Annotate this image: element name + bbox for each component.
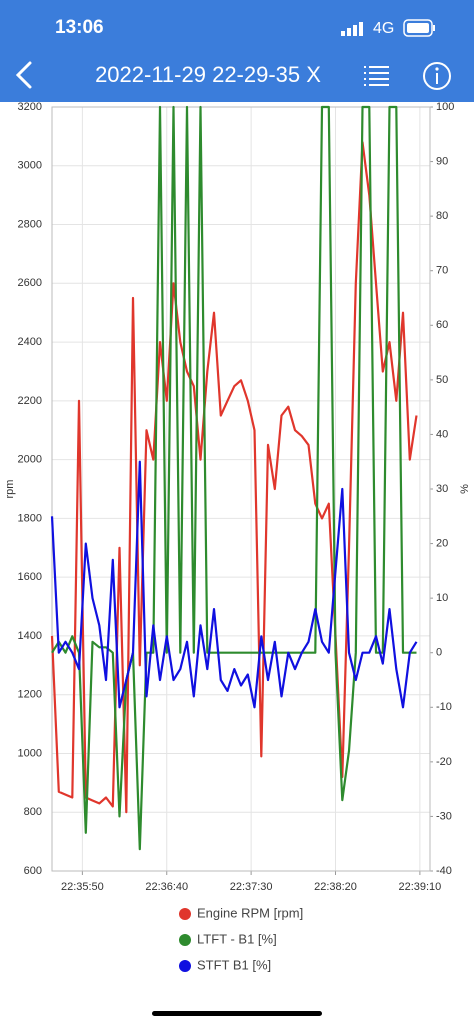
y2-tick-label: -40 [436, 865, 452, 877]
y-tick-label: 800 [24, 806, 42, 818]
y-tick-label: 1200 [18, 689, 42, 701]
y2-tick-label: 90 [436, 155, 448, 167]
y-tick-label: 3200 [18, 101, 42, 113]
y2-tick-label: 0 [436, 647, 442, 659]
legend-label: Engine RPM [rpm] [197, 905, 303, 920]
y2-tick-label: 80 [436, 210, 448, 222]
plot-frame [51, 106, 431, 872]
y2-tick-label: 20 [436, 537, 448, 549]
legend-label: LTFT - B1 [%] [197, 931, 277, 946]
x-tick-label: 22:36:40 [145, 881, 188, 893]
x-tick-label: 22:38:20 [314, 881, 357, 893]
legend-swatch [179, 908, 191, 920]
y-tick-label: 2600 [18, 277, 42, 289]
series-line [50, 460, 418, 709]
y-tick-label: 1000 [18, 747, 42, 759]
y2-tick-label: 30 [436, 483, 448, 495]
y2-tick-label: 40 [436, 428, 448, 440]
y-tick-label: 2400 [18, 336, 42, 348]
y2-tick-label: 100 [436, 101, 454, 113]
y-tick-label: 1800 [18, 512, 42, 524]
y-axis-label: rpm [4, 480, 16, 499]
y-tick-label: 2800 [18, 218, 42, 230]
signal-icon [341, 22, 363, 36]
y2-tick-label: 60 [436, 319, 448, 331]
y2-tick-label: -20 [436, 756, 452, 768]
x-tick-label: 22:37:30 [230, 881, 273, 893]
y2-tick-label: 10 [436, 592, 448, 604]
y-tick-label: 1600 [18, 571, 42, 583]
legend-swatch [179, 934, 191, 946]
x-tick-label: 22:39:10 [398, 881, 441, 893]
list-button[interactable] [364, 66, 389, 86]
status-network: 4G [373, 20, 394, 37]
series-line [50, 141, 418, 814]
app-bar [0, 0, 474, 102]
series-line [51, 105, 417, 851]
x-tick-label: 22:35:50 [61, 881, 104, 893]
y2-tick-label: 70 [436, 265, 448, 277]
y2-tick-label: -10 [436, 701, 452, 713]
y-tick-label: 3000 [18, 160, 42, 172]
back-button[interactable] [15, 61, 32, 89]
y-tick-label: 600 [24, 865, 42, 877]
battery-icon [403, 19, 435, 37]
header-title: 2022-11-29 22-29-35 X [95, 62, 321, 87]
y2-tick-label: 50 [436, 374, 448, 386]
chart: 6008001000120014001600180020002200240026… [4, 101, 471, 973]
legend-label: STFT B1 [%] [197, 957, 271, 972]
y2-axis-label: % [459, 484, 471, 494]
y-tick-label: 2200 [18, 395, 42, 407]
y2-tick-label: -30 [436, 810, 452, 822]
legend-swatch [179, 960, 191, 972]
y-tick-label: 1400 [18, 630, 42, 642]
status-time: 13:06 [55, 17, 104, 38]
home-indicator [152, 1011, 322, 1016]
y-tick-label: 2000 [18, 454, 42, 466]
info-button[interactable] [423, 62, 451, 90]
